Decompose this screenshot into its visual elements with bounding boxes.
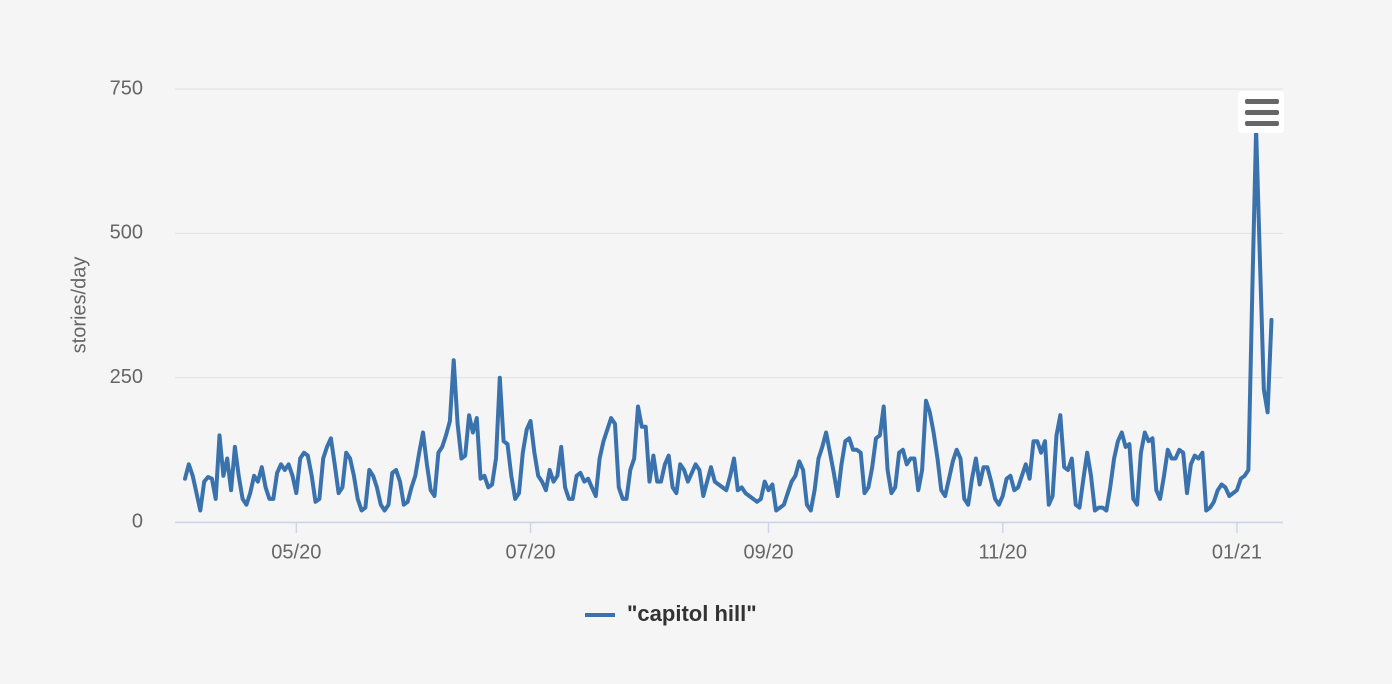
x-tick-label: 05/20 xyxy=(271,541,321,563)
y-tick-label: 250 xyxy=(110,366,143,388)
y-tick-label: 500 xyxy=(110,222,143,244)
x-tick-label: 07/20 xyxy=(505,541,555,563)
x-tick-label: 01/21 xyxy=(1212,541,1262,563)
menu-icon-bar xyxy=(1245,99,1279,104)
legend-label: "capitol hill" xyxy=(627,601,757,626)
y-tick-label: 750 xyxy=(110,77,143,99)
y-axis-label: stories/day xyxy=(68,257,90,354)
menu-icon-bar xyxy=(1245,121,1279,126)
x-tick-label: 11/20 xyxy=(978,541,1027,563)
menu-button[interactable] xyxy=(1238,91,1284,133)
x-tick-label: 09/20 xyxy=(744,541,794,563)
series-line xyxy=(183,127,1274,513)
menu-icon-bar xyxy=(1245,110,1279,115)
y-tick-label: 0 xyxy=(132,510,143,532)
